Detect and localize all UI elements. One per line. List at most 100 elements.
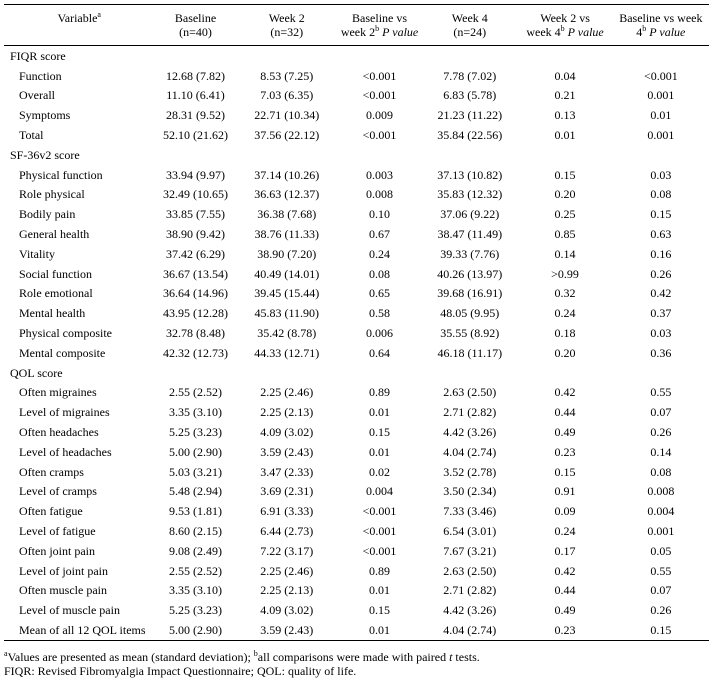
header-p-week2-week4: Week 2 vs week 4b P value (526, 11, 604, 39)
variable-cell: Often cramps (19, 464, 84, 479)
week4-cell: 21.23 (11.22) (437, 108, 503, 123)
p-week2-week4-cell: 0.25 (554, 207, 576, 222)
p-baseline-week2-cell: 0.24 (369, 246, 391, 261)
p-baseline-week2-cell: 0.003 (366, 167, 394, 182)
variable-cell: Level of migraines (19, 405, 110, 420)
p-baseline-week2-cell: 0.006 (366, 326, 394, 341)
table-row: Often migraines 2.55 (2.52) 2.25 (2.46) 0.8… (4, 383, 709, 403)
variable-cell: Role physical (19, 187, 85, 202)
section-title: SF-36v2 score (10, 147, 80, 162)
table-row: Often joint pain 9.08 (2.49) 7.22 (3.17) <0… (4, 541, 709, 561)
header-p-baseline-week4: Baseline vs week 4b P value (619, 11, 703, 39)
variable-cell: Often muscle pain (19, 583, 107, 598)
variable-cell: Level of muscle pain (19, 603, 120, 618)
week4-cell: 35.55 (8.92) (440, 326, 500, 341)
week4-cell: 4.42 (3.26) (443, 425, 497, 440)
p-week2-week4-cell: 0.15 (554, 464, 576, 479)
p-baseline-week4-cell: 0.15 (612, 620, 709, 641)
baseline-cell: 5.00 (2.90) (169, 444, 223, 459)
week2-cell: 2.25 (2.13) (260, 583, 314, 598)
variable-cell: Function (19, 68, 62, 83)
variable-cell: Role emotional (19, 286, 93, 301)
week4-cell: 6.54 (3.01) (443, 524, 497, 539)
variable-cell: Physical function (19, 167, 103, 182)
week2-cell: 38.76 (11.33) (254, 227, 320, 242)
p-week2-week4-cell: 0.15 (554, 167, 576, 182)
section-header-row: SF-36v2 score (4, 145, 709, 165)
week2-cell: 36.38 (7.68) (257, 207, 317, 222)
p-baseline-week2-cell: 0.67 (369, 227, 391, 242)
week4-cell: 7.33 (3.46) (443, 504, 497, 519)
p-baseline-week2-cell: 0.15 (369, 425, 391, 440)
table-row: Often headaches 5.25 (3.23) 4.09 (3.02) 0.1… (4, 422, 709, 442)
week4-cell: 35.83 (12.32) (437, 187, 503, 202)
variable-cell: Level of headaches (19, 444, 112, 459)
week2-cell: 37.14 (10.26) (254, 167, 320, 182)
variable-cell: General health (19, 227, 90, 242)
table-row: Role physical 32.49 (10.65) 36.63 (12.37) 0… (4, 185, 709, 205)
table-row: Overall 11.10 (6.41) 7.03 (6.35) <0.001 6.83… (4, 86, 709, 106)
p-week2-week4-cell: >0.99 (551, 266, 579, 281)
table-row: Often fatigue 9.53 (1.81) 6.91 (3.33) <0.00… (4, 501, 709, 521)
header-variable: Variablea (57, 10, 101, 26)
header-baseline-n: (n=40) (179, 25, 212, 39)
baseline-cell: 2.55 (2.52) (169, 563, 223, 578)
week2-cell: 3.47 (2.33) (260, 464, 314, 479)
week4-cell: 2.71 (2.82) (443, 405, 497, 420)
week2-cell: 2.25 (2.46) (260, 385, 314, 400)
week2-cell: 3.59 (2.43) (236, 620, 337, 641)
p-baseline-week2-cell: 0.01 (369, 583, 391, 598)
p-baseline-week4-cell: 0.26 (650, 603, 672, 618)
p-week2-week4-cell: 0.18 (554, 326, 576, 341)
p-baseline-week4-cell: 0.08 (650, 187, 672, 202)
p-baseline-week2-cell: 0.89 (369, 385, 391, 400)
p-week2-week4-cell: 0.42 (554, 385, 576, 400)
header-week4-n: (n=24) (453, 25, 487, 39)
baseline-cell: 32.49 (10.65) (163, 187, 229, 202)
variable-cell: Mental composite (19, 345, 106, 360)
week2-cell: 3.69 (2.31) (260, 484, 314, 499)
p-week2-week4-cell: 0.49 (554, 603, 576, 618)
section-header-row: QOL score (4, 363, 709, 383)
p-baseline-week2-cell: 0.65 (369, 286, 391, 301)
table-row: Level of headaches 5.00 (2.90) 3.59 (2.43)… (4, 442, 709, 462)
p-baseline-week4-cell: 0.01 (650, 108, 672, 123)
variable-cell: Often joint pain (19, 543, 95, 558)
p-baseline-week4-cell: <0.001 (643, 68, 678, 83)
week2-cell: 22.71 (10.34) (254, 108, 320, 123)
baseline-cell: 5.25 (3.23) (169, 425, 223, 440)
footnotes: aValues are presented as mean (standard … (4, 650, 709, 679)
p-week2-week4-cell: 0.20 (554, 187, 576, 202)
baseline-cell: 3.35 (3.10) (169, 405, 223, 420)
p-baseline-week4-cell: 0.07 (650, 583, 672, 598)
header-baseline: Baseline (n=40) (174, 11, 217, 39)
baseline-cell: 43.95 (12.28) (163, 306, 229, 321)
week2-cell: 6.44 (2.73) (260, 524, 314, 539)
week4-cell: 38.47 (11.49) (437, 227, 503, 242)
p-week2-week4-cell: 0.21 (554, 88, 576, 103)
p-baseline-week2-cell: <0.001 (362, 88, 397, 103)
p-baseline-week2-cell: 0.01 (369, 405, 391, 420)
p-baseline-week4-cell: 0.05 (650, 543, 672, 558)
p-baseline-week2-cell: 0.02 (369, 464, 391, 479)
week2-cell: 2.25 (2.46) (260, 563, 314, 578)
variable-cell: Social function (19, 266, 92, 281)
p-baseline-week4-cell: 0.15 (650, 207, 672, 222)
p-baseline-week2-cell: 0.64 (369, 345, 391, 360)
p-baseline-week2-cell: 0.01 (336, 620, 423, 641)
table-row: Level of muscle pain 5.25 (3.23) 4.09 (3.0… (4, 600, 709, 620)
variable-cell: Often headaches (19, 425, 99, 440)
week2-cell: 40.49 (14.01) (254, 266, 320, 281)
variable-cell: Vitality (19, 246, 55, 261)
baseline-cell: 42.32 (12.73) (163, 345, 229, 360)
p-week2-week4-cell: 0.91 (554, 484, 576, 499)
p-baseline-week2-cell: 0.008 (366, 187, 394, 202)
variable-cell: Mean of all 12 QOL items (4, 620, 155, 641)
p-week2-week4-cell: 0.32 (554, 286, 576, 301)
baseline-cell: 2.55 (2.52) (169, 385, 223, 400)
table-row: Mental composite 42.32 (12.73) 44.33 (12.7… (4, 343, 709, 363)
table-row: Function 12.68 (7.82) 8.53 (7.25) <0.001 7.7… (4, 66, 709, 86)
p-week2-week4-cell: 0.23 (554, 444, 576, 459)
footnote-line-2: FIQR: Revised Fibromyalgia Impact Questi… (4, 664, 357, 678)
